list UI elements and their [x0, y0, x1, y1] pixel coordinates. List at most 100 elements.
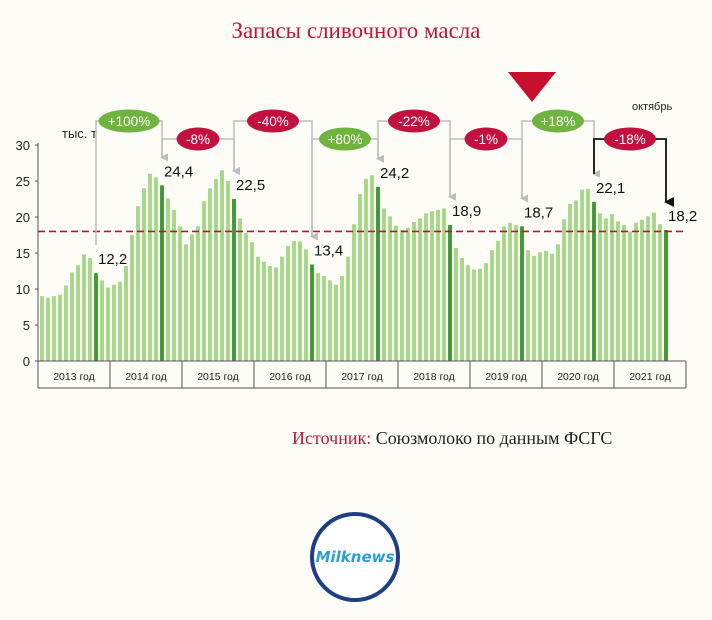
bar [136, 206, 140, 361]
x-tick-label: 2014 год [125, 371, 167, 383]
bar [316, 273, 320, 361]
milknews-logo: Milknews [310, 512, 400, 602]
bar [184, 244, 188, 361]
bar [616, 221, 620, 361]
bar [526, 250, 530, 361]
y-axis-label: тыс. т [62, 126, 97, 141]
change-arrow [95, 120, 168, 246]
bar [622, 224, 626, 361]
bar-highlighted [310, 264, 314, 361]
y-tick-label: 10 [16, 282, 30, 297]
bar [496, 240, 500, 361]
bar [424, 213, 428, 361]
bar [502, 226, 506, 361]
bar [436, 209, 440, 361]
x-tick-label: 2016 год [269, 371, 311, 383]
bar [148, 173, 152, 361]
bar [100, 280, 104, 361]
bar [604, 218, 608, 361]
change-badge [604, 127, 656, 151]
bar [70, 272, 74, 361]
change-arrow [521, 120, 600, 199]
bar [226, 181, 230, 361]
change-badge-label: +80% [328, 132, 363, 147]
bar [340, 276, 344, 361]
data-label: 22,5 [236, 177, 265, 194]
bar-highlighted [664, 229, 668, 361]
bar [40, 296, 44, 361]
bar [538, 252, 542, 361]
data-label: 18,2 [668, 208, 697, 225]
y-tick-label: 0 [23, 354, 30, 369]
change-badge [319, 127, 371, 151]
bar [628, 231, 632, 361]
bar [514, 224, 518, 361]
bar [196, 226, 200, 361]
change-badge [388, 109, 440, 133]
bar-highlighted [520, 226, 524, 361]
corner-note: октябрь [632, 101, 672, 113]
bar-highlighted [376, 186, 380, 361]
bar [598, 213, 602, 361]
x-tick-label: 2013 год [53, 371, 95, 383]
change-badge-label: -22% [398, 114, 430, 129]
y-tick-label: 20 [16, 210, 30, 225]
x-tick-label: 2021 год [629, 371, 671, 383]
bar [82, 254, 86, 361]
change-arrow [311, 138, 384, 237]
bar [292, 240, 296, 361]
bar [262, 261, 266, 361]
bar [256, 256, 260, 361]
data-label: 22,1 [596, 180, 625, 197]
bar [64, 285, 68, 361]
bar [388, 216, 392, 361]
bar [112, 284, 116, 361]
bar [358, 193, 362, 361]
bar [406, 227, 410, 361]
bar [298, 241, 302, 361]
bar [238, 218, 242, 361]
bar [274, 267, 278, 361]
bar [346, 256, 350, 361]
bar [190, 234, 194, 361]
bar-highlighted [94, 273, 98, 361]
bar [430, 211, 434, 361]
change-badge [464, 127, 508, 151]
bar [322, 276, 326, 361]
bar [334, 284, 338, 361]
bar [556, 244, 560, 361]
bar [484, 263, 488, 361]
x-tick-label: 2018 год [413, 371, 455, 383]
bar [76, 265, 80, 361]
bar [586, 188, 590, 361]
bar [382, 208, 386, 361]
change-badge-label: -40% [257, 114, 289, 129]
bar [442, 208, 446, 361]
bar [418, 218, 422, 361]
bar [574, 200, 578, 361]
change-badge [176, 127, 220, 151]
bar [178, 226, 182, 361]
bar [130, 235, 134, 361]
change-badge [532, 109, 584, 133]
bar [154, 177, 158, 361]
bar [142, 188, 146, 361]
bar [244, 232, 248, 361]
y-tick-label: 5 [23, 318, 30, 333]
bar [202, 201, 206, 361]
bar [58, 294, 62, 361]
change-badge [247, 109, 299, 133]
bar [658, 224, 662, 361]
bar [280, 256, 284, 361]
source-label: Источник: [292, 428, 372, 448]
logo-text: Milknews [315, 548, 395, 566]
bar-highlighted [160, 185, 164, 361]
change-badge-label: -1% [474, 132, 498, 147]
x-tick-label: 2017 год [341, 371, 383, 383]
bar [208, 188, 212, 361]
down-triangle-marker-icon [508, 72, 556, 102]
bar [370, 175, 374, 361]
source-text: Союзмолоко по данным ФСГС [371, 428, 613, 448]
bar [478, 268, 482, 361]
bar [214, 178, 218, 361]
